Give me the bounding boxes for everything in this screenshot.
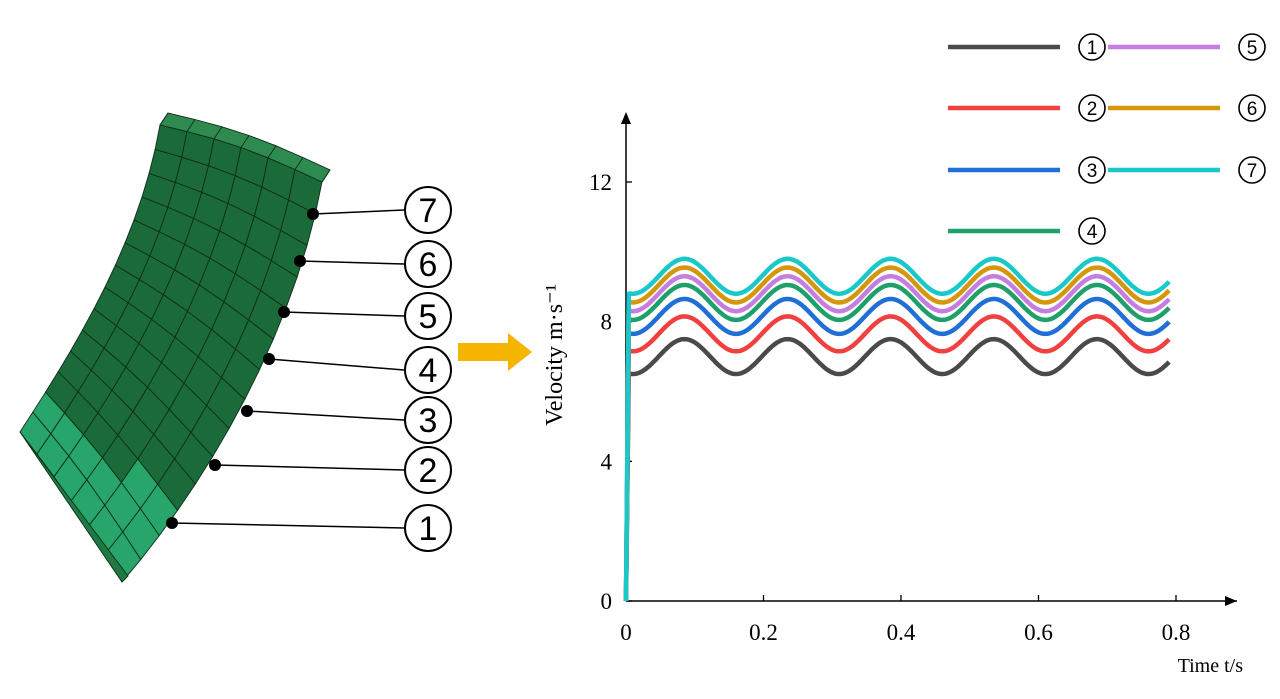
measure-point (241, 405, 253, 417)
leader-line (171, 522, 405, 529)
measure-point (278, 306, 290, 318)
legend-label: 1 (1087, 38, 1098, 59)
point-label-circle (404, 446, 452, 494)
measure-point (166, 517, 178, 529)
point-label: 1 (419, 510, 438, 548)
point-label: 5 (419, 298, 438, 336)
measure-point (209, 459, 221, 471)
series-line (623, 282, 1171, 602)
legend-marker-circle (1238, 94, 1266, 122)
x-tick-label: 0 (620, 620, 632, 645)
measure-point (307, 208, 319, 220)
plate-model: 7 6 5 4 3 2 1 (19, 112, 452, 583)
point-label: 3 (419, 402, 438, 440)
point-label: 2 (419, 452, 438, 490)
y-tick-label: 4 (601, 449, 613, 474)
leader-line (312, 209, 405, 215)
legend-marker-circle (1238, 33, 1266, 61)
legend-label: 5 (1247, 38, 1258, 59)
x-tick-label: 0.2 (749, 620, 778, 645)
velocity-chart: 0 0.2 0.4 0.6 0.8 0 4 8 12 Time t/s Velocity m·s… (542, 112, 1243, 677)
point-label-circle (404, 292, 452, 340)
chart-axes: 0 0.2 0.4 0.6 0.8 0 4 8 12 (589, 112, 1237, 645)
point-label-circle (404, 396, 452, 444)
x-tick-label: 0.8 (1162, 620, 1191, 645)
series-line (623, 314, 1171, 602)
leader-line (246, 410, 405, 421)
x-axis-arrowhead (1225, 596, 1237, 606)
measure-point (294, 255, 306, 267)
chart-legend: 1 2 3 4 5 6 7 (948, 33, 1266, 245)
point-label-circle (404, 504, 452, 552)
legend-marker-circle (1238, 156, 1266, 184)
leader-line (268, 358, 405, 371)
series-line (623, 265, 1171, 602)
point-label: 6 (419, 246, 438, 284)
measure-point (263, 353, 275, 365)
y-axis-arrowhead (621, 112, 631, 124)
point-label: 4 (419, 352, 438, 390)
legend-label: 2 (1087, 99, 1098, 120)
legend-label: 4 (1087, 222, 1098, 243)
y-tick-label: 12 (589, 170, 612, 195)
x-tick-label: 0.6 (1024, 620, 1053, 645)
series-layer (623, 256, 1171, 602)
legend-label: 3 (1087, 161, 1098, 182)
legend-marker-circle (1078, 33, 1106, 61)
leader-line (299, 260, 405, 265)
point-label: 7 (419, 192, 438, 230)
point-label-circle (404, 186, 452, 234)
x-tick-label: 0.4 (887, 620, 916, 645)
point-label-circle (404, 346, 452, 394)
legend-label: 7 (1247, 161, 1258, 182)
legend-marker-circle (1078, 94, 1106, 122)
y-tick-label: 8 (601, 310, 613, 335)
series-line (623, 296, 1171, 602)
leader-line (214, 464, 405, 471)
y-axis-label: Velocity m·s⁻¹ (542, 284, 568, 426)
series-line (623, 256, 1171, 602)
y-tick-label: 0 (601, 589, 613, 614)
legend-marker-circle (1078, 156, 1106, 184)
x-axis-label: Time t/s (1178, 655, 1244, 677)
leader-line (283, 311, 405, 317)
legend-marker-circle (1078, 217, 1106, 245)
series-line (623, 274, 1171, 602)
arrow-icon (458, 333, 532, 371)
point-label-circle (404, 240, 452, 288)
legend-label: 6 (1247, 99, 1258, 120)
series-line (623, 336, 1171, 602)
